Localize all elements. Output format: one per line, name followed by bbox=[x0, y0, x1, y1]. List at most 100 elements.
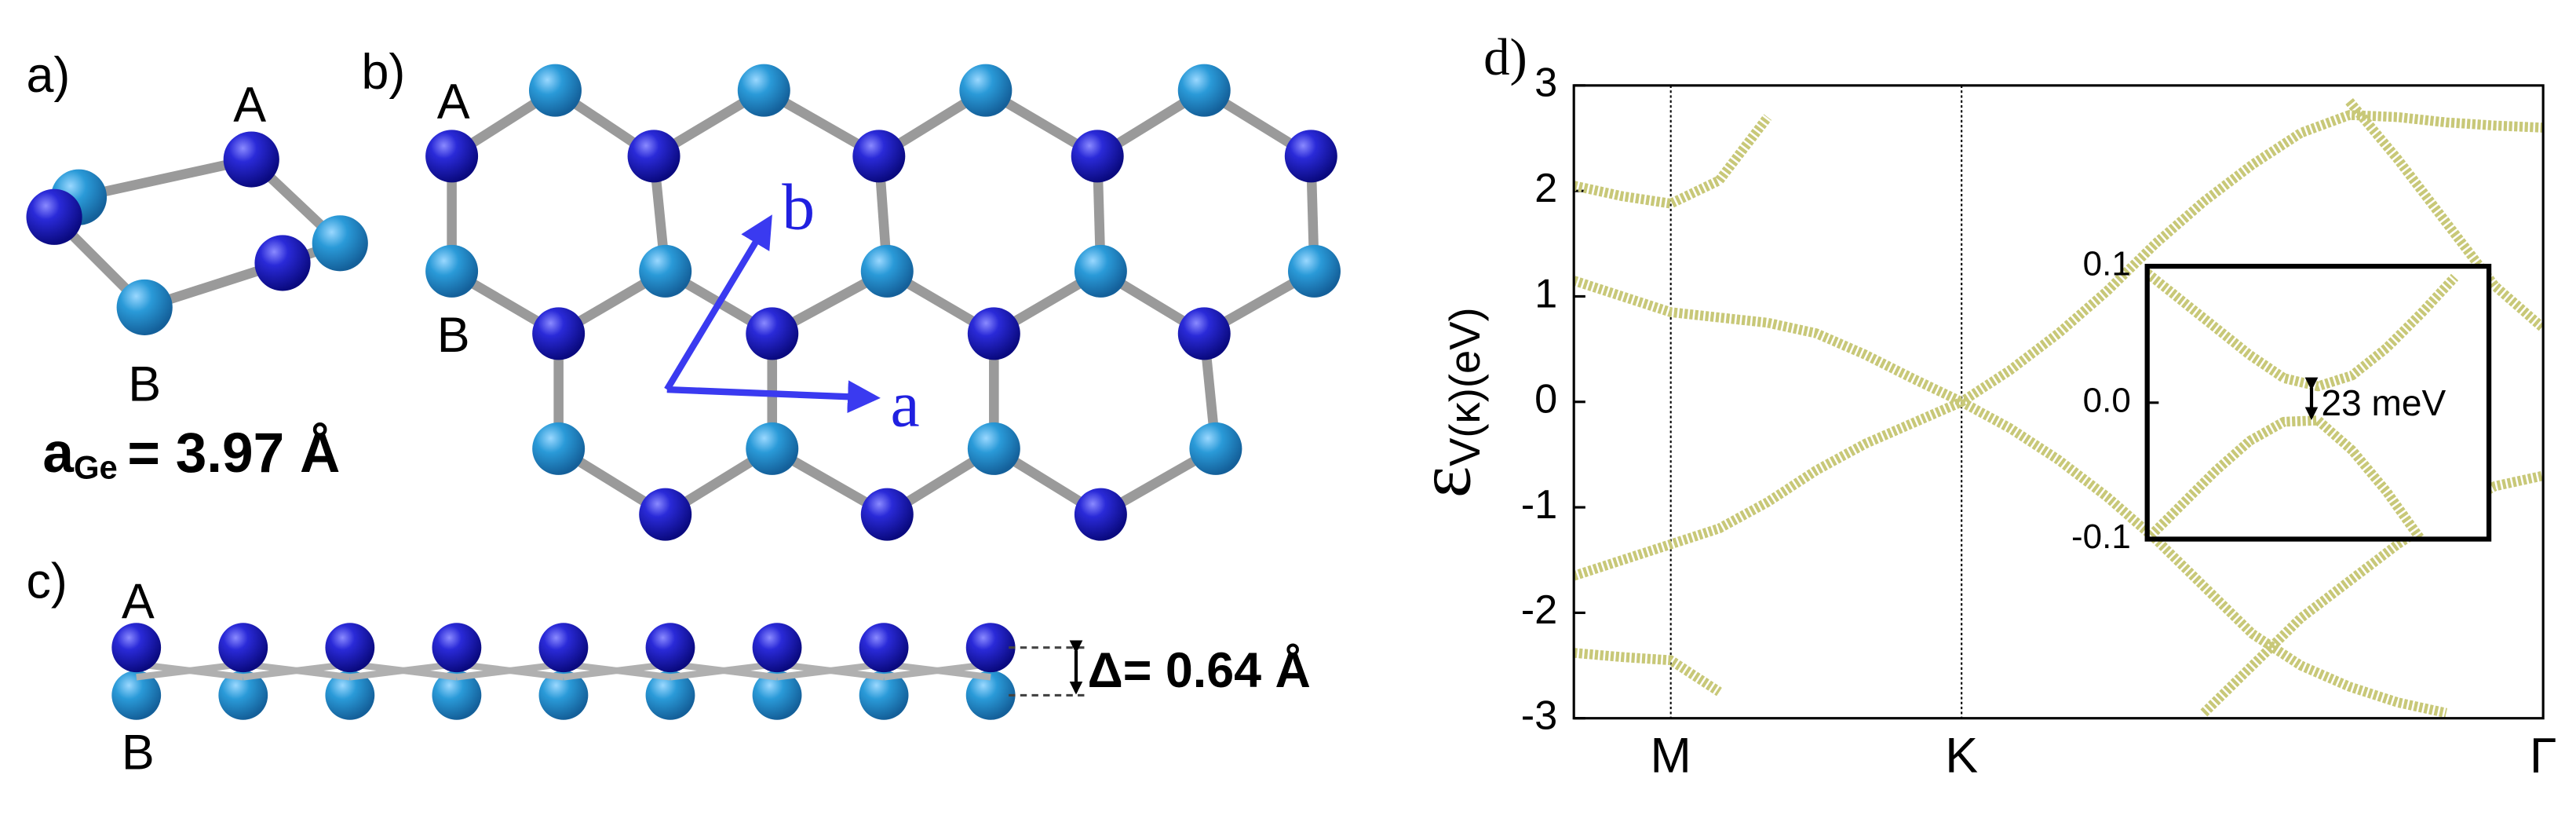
y-tick-label: 0.0 bbox=[2083, 381, 2131, 419]
atom-a bbox=[1071, 130, 1124, 183]
y-tick-label: 3 bbox=[1534, 60, 1557, 106]
band bbox=[1574, 110, 2544, 581]
atom-b bbox=[746, 422, 799, 475]
atom-b bbox=[528, 64, 582, 117]
atom-a bbox=[111, 623, 162, 673]
site-label: A bbox=[233, 78, 266, 133]
atom-a bbox=[223, 131, 279, 188]
bond bbox=[776, 660, 885, 681]
atom-b bbox=[425, 244, 479, 298]
atom-a bbox=[218, 623, 268, 673]
atom-b bbox=[116, 279, 173, 335]
atom-a bbox=[532, 307, 586, 360]
y-tick-label: -3 bbox=[1521, 693, 1558, 739]
atom-b bbox=[532, 422, 586, 475]
bond bbox=[456, 660, 564, 681]
x-tick-label: K bbox=[1945, 729, 1978, 784]
plot-frame bbox=[1572, 84, 2545, 720]
y-axis-subscript: V(κ)(eV) bbox=[1442, 307, 1490, 466]
atom-b bbox=[859, 670, 909, 720]
vector-label: a bbox=[890, 367, 919, 441]
atom-b bbox=[967, 422, 1020, 475]
y-axis-label: εV(κ)(eV) bbox=[1402, 307, 1489, 498]
atom-b bbox=[111, 670, 162, 720]
atom-b bbox=[959, 64, 1013, 117]
lattice-subscript: Ge bbox=[74, 449, 118, 486]
bond bbox=[78, 154, 253, 203]
atom-b bbox=[737, 64, 790, 117]
panel-label: a) bbox=[26, 48, 70, 103]
bond bbox=[883, 660, 991, 681]
lattice-value: = 3.97 Å bbox=[127, 422, 340, 484]
y-axis-symbol: ε bbox=[1402, 466, 1486, 498]
plot-frame bbox=[2144, 263, 2492, 542]
y-tick-label: 0 bbox=[1534, 377, 1557, 422]
vector-label: b bbox=[782, 170, 815, 243]
site-label: A bbox=[437, 75, 470, 130]
bond bbox=[563, 660, 671, 681]
atom-b bbox=[639, 244, 692, 298]
bond bbox=[670, 660, 778, 681]
x-tick-label: M bbox=[1651, 729, 1691, 784]
atom-b bbox=[218, 670, 268, 720]
atom-b bbox=[1288, 244, 1341, 298]
atom-a bbox=[967, 307, 1020, 360]
atom-a bbox=[645, 623, 695, 673]
buckling-label: Δ= 0.64 Å bbox=[1088, 643, 1311, 698]
atom-a bbox=[639, 488, 692, 541]
atom-b bbox=[752, 670, 802, 720]
site-label: B bbox=[128, 357, 161, 412]
y-tick-label: -0.1 bbox=[2071, 517, 2131, 556]
atom-b bbox=[538, 670, 589, 720]
lattice-vector bbox=[664, 214, 772, 392]
panel-label: c) bbox=[26, 554, 67, 609]
site-label: B bbox=[122, 725, 155, 780]
x-tick-label: Γ bbox=[2530, 729, 2557, 784]
lattice-symbol: a bbox=[42, 422, 75, 484]
band bbox=[2147, 269, 2459, 392]
atom-a bbox=[254, 235, 311, 291]
atom-b bbox=[645, 670, 695, 720]
band bbox=[1574, 114, 1772, 209]
atom-a bbox=[538, 623, 589, 673]
atom-a bbox=[852, 130, 906, 183]
atom-a bbox=[746, 307, 799, 360]
band bbox=[1574, 276, 2447, 718]
site-label: A bbox=[122, 574, 155, 629]
atom-a bbox=[325, 623, 375, 673]
atom-b bbox=[1189, 422, 1242, 475]
atom-a bbox=[627, 130, 680, 183]
bond bbox=[243, 660, 351, 681]
y-tick-label: 2 bbox=[1534, 166, 1557, 211]
site-label: B bbox=[437, 308, 470, 363]
atom-a bbox=[425, 130, 479, 183]
atom-b bbox=[432, 670, 482, 720]
atom-a bbox=[1074, 488, 1127, 541]
atom-a bbox=[752, 623, 802, 673]
atom-structures bbox=[26, 64, 1341, 720]
band bbox=[2147, 415, 2425, 539]
atom-a bbox=[1284, 130, 1337, 183]
panel-label: d) bbox=[1483, 28, 1527, 86]
y-tick-label: -1 bbox=[1521, 482, 1558, 528]
y-tick-label: -2 bbox=[1521, 587, 1558, 633]
atom-a bbox=[26, 188, 82, 245]
band bbox=[2200, 470, 2544, 717]
atom-b bbox=[325, 670, 375, 720]
atom-b bbox=[1074, 244, 1127, 298]
atom-b bbox=[965, 670, 1016, 720]
lattice-vector bbox=[666, 380, 881, 414]
bond bbox=[136, 660, 244, 681]
y-tick-label: 0.1 bbox=[2083, 245, 2131, 283]
y-tick-label: 1 bbox=[1534, 271, 1557, 316]
atom-a bbox=[859, 623, 909, 673]
atom-a bbox=[965, 623, 1016, 673]
lattice-constant: aGe = 3.97 Å bbox=[42, 422, 340, 486]
atom-b bbox=[1177, 64, 1231, 117]
atom-b bbox=[312, 215, 368, 272]
bond bbox=[349, 660, 458, 681]
atom-a bbox=[432, 623, 482, 673]
panel-label: b) bbox=[361, 45, 405, 100]
